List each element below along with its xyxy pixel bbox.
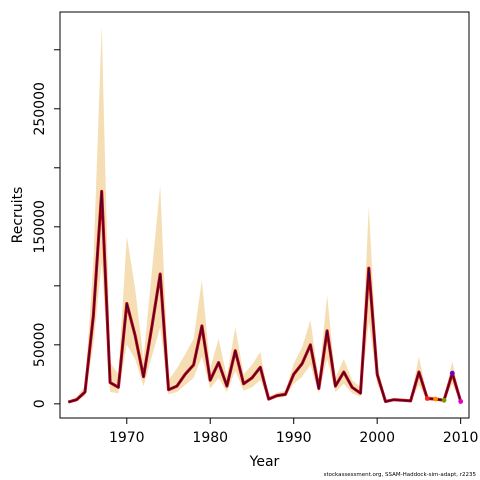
x-axis-label: Year — [249, 454, 280, 470]
x-axis: 1970 1980 1990 2000 2010 — [109, 418, 479, 446]
plot-frame — [59, 11, 470, 419]
confidence-band — [68, 26, 461, 403]
data-point — [433, 396, 438, 402]
recruits-line — [67, 189, 463, 404]
x-tick-label: 1980 — [192, 430, 228, 446]
data-point — [449, 370, 455, 376]
end-points — [424, 370, 464, 404]
y-axis: 0 50000 150000 250000 — [32, 49, 60, 408]
x-tick-label: 1970 — [109, 430, 145, 446]
data-point — [458, 399, 464, 404]
source-caption: stockassessment.org, SSAM-Haddock-sim-ad… — [323, 472, 476, 478]
x-tick-label: 2000 — [359, 430, 395, 446]
x-tick-label: 2010 — [443, 430, 479, 446]
y-tick-label: 150000 — [32, 200, 48, 253]
data-point — [441, 397, 447, 403]
recruits-line-inner — [68, 190, 462, 403]
x-tick-label: 1990 — [276, 430, 312, 446]
data-point — [424, 396, 430, 401]
y-tick-label: 250000 — [32, 82, 48, 135]
y-axis-label: Recruits — [10, 187, 26, 244]
y-tick-label: 50000 — [32, 323, 48, 368]
confidence-band-area — [68, 26, 461, 403]
y-tick-label: 0 — [32, 399, 48, 408]
